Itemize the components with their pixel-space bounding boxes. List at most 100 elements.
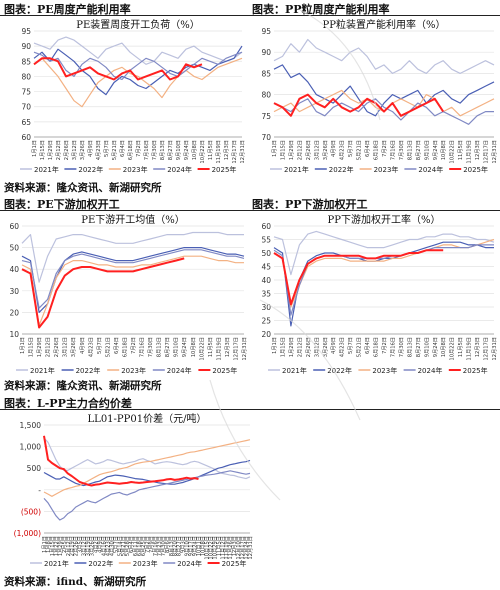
x-tick-label: 10月15日	[203, 536, 210, 560]
x-tick-label: 4月23日	[339, 140, 346, 160]
legend-label-2023: 2023年	[374, 165, 399, 174]
legend-label-2025: 2025年	[222, 559, 247, 568]
legend-label-2022: 2022年	[329, 165, 354, 174]
x-tick-label: 2月19日	[69, 536, 76, 556]
x-tick-label: 3月26日	[322, 337, 329, 357]
source-note-3: 资料来源：ifind、新湖研究所	[4, 576, 147, 588]
y-tick-label: 70	[261, 133, 271, 142]
x-tick-label: 1月22日	[53, 536, 60, 556]
series-line-2023	[21, 255, 244, 327]
x-tick-label: 10月8日	[190, 337, 197, 357]
y-tick-label: 70	[21, 103, 31, 112]
x-tick-label: 3月12日	[71, 140, 78, 160]
x-tick-label: 7月16日	[139, 337, 146, 357]
x-tick-label: 12月24日	[243, 536, 250, 560]
legend-label-2024: 2024年	[418, 165, 443, 174]
x-tick-label: 10月22日	[449, 337, 456, 361]
legend-label-2021: 2021年	[30, 366, 55, 375]
y-tick-label: 40	[9, 265, 19, 274]
x-tick-label: 10月8日	[199, 536, 206, 556]
x-tick-label: 5月7日	[112, 536, 119, 553]
x-tick-label: 10月8日	[440, 140, 447, 160]
y-tick-label: 90	[261, 48, 271, 57]
series-line-2021	[273, 38, 495, 75]
legend-label-2021: 2021年	[34, 165, 59, 174]
y-tick-label: 45	[261, 263, 271, 272]
chart-header-pp-downstream: 图表：PP下游加权开工	[252, 198, 368, 211]
x-tick-label: 3月5日	[77, 536, 84, 553]
y-tick-label: 75	[21, 88, 31, 97]
x-tick-label: 8月27日	[176, 536, 183, 556]
x-tick-label: 12月3日	[231, 536, 238, 556]
legend-label-2024: 2024年	[418, 366, 443, 375]
x-tick-label: 7月30日	[160, 536, 167, 556]
chart-pe-utilization: PE装置周度开工负荷（%） 60 65 70 75 80 85 90 95 1月1日 1月15日 1月…	[0, 15, 248, 177]
y-tick-label: 60	[9, 222, 19, 231]
x-tick-label: 4月9日	[79, 337, 86, 354]
x-tick-label: 3月12日	[81, 536, 88, 556]
x-tick-label: 11月26日	[227, 536, 234, 560]
y-tick-label: 30	[261, 303, 271, 312]
x-tick-label: 5月21日	[120, 536, 127, 556]
x-tick-label: 11月12日	[219, 536, 226, 560]
x-tick-label: 2月12日	[55, 140, 62, 160]
legend-label-2021: 2021年	[44, 559, 69, 568]
x-tick-label: 12月31日	[241, 337, 248, 361]
x-tick-label: 7月2日	[135, 140, 142, 157]
y-tick-label: 50	[9, 244, 19, 253]
y-tick-label: 55	[261, 236, 271, 245]
x-tick-label: 12月3日	[223, 140, 230, 160]
x-tick-label: 1月15日	[279, 140, 286, 160]
chart-pp-utilization: PP粒装置产能利用率（%） 70 75 80 85 90 95 1月1日 1月15日 1月29日 2…	[250, 15, 500, 177]
x-tick-label: 10月29日	[211, 536, 218, 560]
chart-title: PE装置周度开工负荷（%）	[76, 18, 200, 31]
x-tick-label: 11月5日	[457, 337, 464, 357]
legend-label-2022: 2022年	[76, 366, 101, 375]
series-line-2021	[33, 36, 243, 65]
y-tick-label: 75	[261, 112, 271, 121]
series-line-2021	[43, 437, 251, 480]
y-tick-label: 20	[261, 330, 271, 339]
series-line-2025	[273, 249, 444, 306]
x-tick-label: 5月7日	[96, 337, 103, 354]
x-tick-label: 3月26日	[70, 337, 77, 357]
y-tick-label: 60	[21, 133, 31, 142]
x-tick-label: 11月5日	[215, 536, 222, 556]
x-tick-label: 5月21日	[111, 140, 118, 160]
chart-title: PP粒装置产能利用率（%）	[323, 18, 446, 31]
x-tick-label: 11月19日	[466, 337, 473, 361]
x-tick-label: 8月27日	[415, 337, 422, 357]
chart-header-pe-utilization: 图表：PE周度产能利用率	[4, 3, 131, 16]
y-tick-label: 40	[261, 276, 271, 285]
y-tick-label: 60	[261, 222, 271, 231]
x-tick-label: 9月3日	[180, 536, 187, 553]
x-tick-label: 9月10日	[173, 337, 180, 357]
x-tick-label: 2月26日	[73, 536, 80, 556]
x-tick-label: 1月1日	[271, 337, 278, 354]
x-tick-label: 2月26日	[305, 140, 312, 160]
x-tick-label: 5月28日	[124, 536, 131, 556]
x-tick-label: 2月26日	[53, 337, 60, 357]
legend-label-2025: 2025年	[212, 366, 237, 375]
legend-label-2025: 2025年	[463, 366, 488, 375]
series-line-2024	[33, 51, 243, 81]
x-tick-label: 4月23日	[95, 140, 102, 160]
series-line-2025	[43, 435, 199, 487]
x-tick-label: 3月12日	[62, 337, 69, 357]
series-line-2025	[21, 257, 185, 329]
x-tick-label: 12月17日	[231, 140, 238, 164]
x-tick-label: 4月16日	[100, 536, 107, 556]
x-tick-label: 12月17日	[232, 337, 239, 361]
x-tick-label: 11月19日	[215, 337, 222, 361]
x-tick-label: 8月13日	[168, 536, 175, 556]
chart-title: LL01-PP01价差（元/吨）	[88, 412, 207, 425]
x-tick-label: 10月1日	[196, 536, 203, 556]
divider	[0, 210, 500, 211]
x-tick-label: 6月25日	[140, 536, 147, 556]
x-tick-label: 7月2日	[130, 337, 137, 354]
x-tick-label: 11月19日	[466, 140, 473, 164]
legend-label-2022: 2022年	[88, 559, 113, 568]
x-tick-label: 5月21日	[104, 337, 111, 357]
x-tick-label: 6月18日	[127, 140, 134, 160]
legend-label-2025: 2025年	[212, 165, 237, 174]
